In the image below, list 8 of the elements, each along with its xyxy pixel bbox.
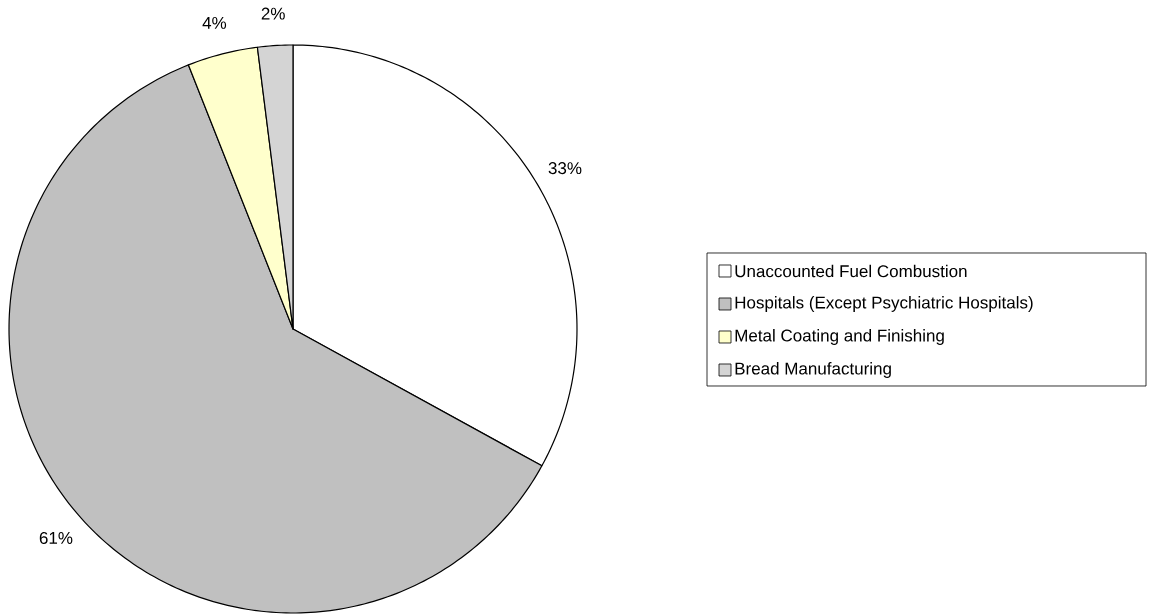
- data-label: 33%: [548, 162, 582, 175]
- data-label: 2%: [261, 7, 285, 20]
- legend-label: Hospitals (Except Psychiatric Hospitals): [735, 296, 1033, 312]
- legend-label: Metal Coating and Finishing: [735, 329, 944, 345]
- data-label: 4%: [202, 16, 227, 29]
- legend-label: Bread Manufacturing: [735, 362, 891, 378]
- data-label: 61%: [39, 531, 73, 544]
- legend-label: Unaccounted Fuel Combustion: [735, 264, 967, 278]
